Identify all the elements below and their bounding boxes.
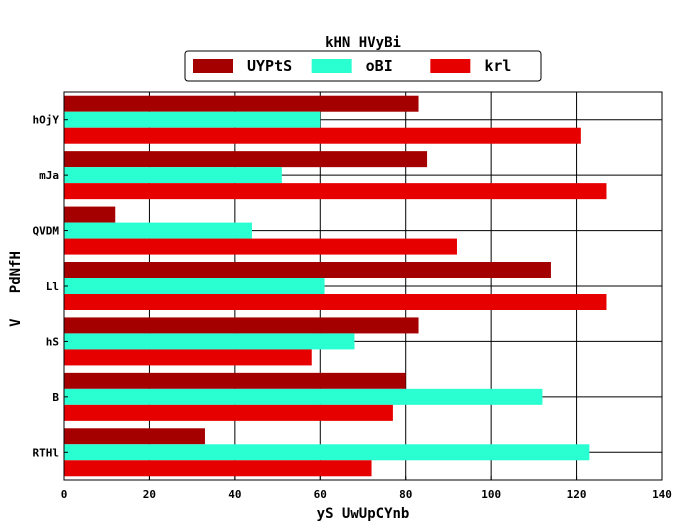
bars — [64, 95, 607, 477]
legend-swatch-oBI — [311, 59, 352, 73]
bar-krl-Ll — [64, 294, 607, 310]
bar-krl-hS — [64, 349, 312, 366]
y-tick-label: hOjY — [33, 114, 60, 127]
bar-oBI-B — [64, 388, 543, 405]
x-tick-label: 80 — [399, 488, 412, 501]
chart-title: kHN HVyBi — [325, 35, 401, 51]
y-tick-label: RTHl — [33, 446, 60, 459]
bar-UYPtS-hOjY — [64, 95, 419, 112]
x-tick-label: 140 — [652, 488, 672, 501]
y-tick-label: QVDM — [33, 225, 60, 238]
bar-UYPtS-B — [64, 372, 406, 389]
bar-UYPtS-QVDM — [64, 206, 116, 223]
y-tick-label: hS — [46, 335, 59, 348]
y-tick-label: mJa — [39, 169, 59, 182]
bar-krl-RTHl — [64, 460, 372, 477]
bar-krl-B — [64, 404, 393, 421]
bar-UYPtS-RTHl — [64, 428, 205, 445]
bar-krl-QVDM — [64, 238, 457, 255]
legend-frame — [184, 50, 542, 82]
bar-oBI-Ll — [64, 278, 325, 294]
legend-swatch-krl — [430, 59, 471, 73]
bar-oBI-hOjY — [64, 111, 321, 128]
x-tick-label: 100 — [481, 488, 501, 501]
y-axis-label: V PdNfH — [8, 251, 24, 327]
x-tick-label: 60 — [314, 488, 327, 501]
bar-oBI-mJa — [64, 167, 282, 184]
legend: UYPtS oBI krl — [184, 50, 542, 82]
bar-krl-mJa — [64, 183, 607, 200]
x-tick-label: 40 — [228, 488, 241, 501]
legend-label-oBI: oBI — [366, 57, 393, 75]
bar-oBI-QVDM — [64, 222, 252, 239]
bar-UYPtS-hS — [64, 317, 419, 334]
legend-swatch-UYPtS — [193, 59, 233, 73]
legend-label-UYPtS: UYPtS — [247, 57, 292, 75]
y-tick-label: Ll — [46, 280, 59, 293]
bar-oBI-RTHl — [64, 444, 590, 461]
x-tick-label: 0 — [61, 488, 68, 501]
x-tick-label: 20 — [143, 488, 156, 501]
bar-oBI-hS — [64, 333, 355, 350]
axis-ticks: 0 20 40 60 80 100 120 140 hOjY mJa QVDM Ll hS B RTHl — [33, 114, 672, 501]
x-axis-label: yS UwUpCYnb — [317, 506, 410, 522]
x-tick-label: 120 — [567, 488, 587, 501]
y-tick-label: B — [52, 391, 59, 404]
bar-krl-hOjY — [64, 127, 581, 144]
bar-UYPtS-mJa — [64, 151, 428, 168]
bar-UYPtS-Ll — [64, 262, 551, 278]
legend-label-krl: krl — [484, 57, 511, 75]
